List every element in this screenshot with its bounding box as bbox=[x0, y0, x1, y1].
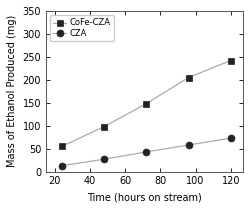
CoFe-CZA bbox=[60, 145, 63, 148]
Legend: CoFe-CZA, CZA: CoFe-CZA, CZA bbox=[50, 15, 114, 41]
CZA bbox=[145, 151, 148, 153]
Line: CoFe-CZA: CoFe-CZA bbox=[58, 57, 234, 150]
X-axis label: Time (hours on stream): Time (hours on stream) bbox=[87, 192, 202, 202]
Y-axis label: Mass of Ethanol Produced (mg): Mass of Ethanol Produced (mg) bbox=[7, 15, 17, 167]
CoFe-CZA bbox=[187, 76, 190, 79]
CZA bbox=[229, 137, 232, 139]
CoFe-CZA bbox=[145, 102, 148, 105]
Line: CZA: CZA bbox=[58, 135, 234, 169]
CZA bbox=[60, 164, 63, 167]
CZA bbox=[187, 144, 190, 146]
CZA bbox=[102, 158, 106, 161]
CoFe-CZA bbox=[102, 125, 106, 128]
CoFe-CZA bbox=[229, 59, 232, 62]
